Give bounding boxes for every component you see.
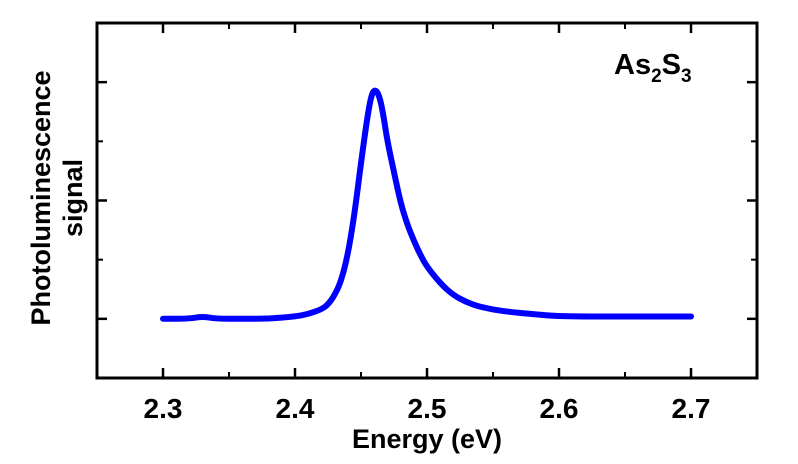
x-axis-title: Energy (eV) bbox=[352, 424, 502, 454]
sample-label-sub2: 2 bbox=[651, 66, 662, 87]
x-tick-label: 2.6 bbox=[540, 393, 579, 424]
plot-area bbox=[160, 87, 694, 322]
sample-label-as: As bbox=[614, 49, 651, 81]
x-tick-label: 2.5 bbox=[408, 393, 447, 424]
y-axis-title: Photoluminescence signal bbox=[26, 70, 88, 325]
sample-label: As2S3 bbox=[614, 49, 692, 87]
axis-ticks bbox=[97, 23, 757, 378]
x-tick-label: 2.3 bbox=[144, 393, 183, 424]
sample-label-sub3: 3 bbox=[681, 66, 692, 87]
y-axis-title-line1: Photoluminescence bbox=[26, 70, 56, 325]
x-tick-labels: 2.3 2.4 2.5 2.6 2.7 bbox=[144, 393, 711, 424]
x-tick-label: 2.4 bbox=[276, 393, 315, 424]
x-tick-label: 2.7 bbox=[672, 393, 711, 424]
y-axis-title-line2: signal bbox=[58, 159, 88, 237]
pl-spectrum-line bbox=[160, 87, 694, 322]
sample-label-s: S bbox=[662, 49, 681, 81]
